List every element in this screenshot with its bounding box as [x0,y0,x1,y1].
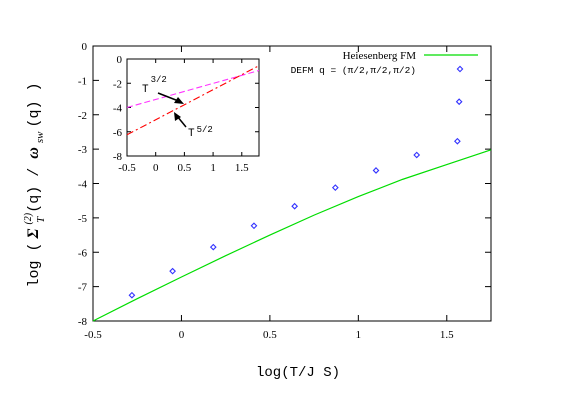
data-point-defm [372,167,380,174]
x-tick-label: 1.5 [440,329,454,341]
y-label-omega-sub: sw [34,131,46,143]
x-tick-label: 0 [179,329,185,341]
inset-x-tick-label: 1 [210,162,216,174]
y-label-omega: ω [25,147,42,159]
legend-swatch-defm [456,65,464,73]
y-tick-label: -6 [78,247,88,259]
main-axis-ticks: -0.5 0 0.5 1 1.5 -8 -7 -6 -5 -4 -3 -2 -1 0 [78,41,491,341]
svg-text:log ( Σ (2): log ( Σ (2) T (q) / ω sw (q) ) [18,83,48,288]
y-tick-label: -1 [78,75,87,87]
x-tick-label: -0.5 [84,329,102,341]
inset-y-tick-label: -2 [113,78,122,90]
inset-x-tick-label: 0.5 [178,162,192,174]
y-label-sigma: Σ [25,228,42,239]
legend: Heiesenberg FM DEFM q = (π/2,π/2,π/2) [291,50,478,76]
x-tick-label: 0.5 [263,329,277,341]
inset-line-t32 [126,69,260,109]
y-tick-label: 0 [82,41,88,53]
legend-label-defm: DEFM q = (π/2,π/2,π/2) [291,65,416,76]
data-point-defm [169,267,176,275]
main-series [92,98,492,322]
inset-x-tick-label: 1.5 [235,162,249,174]
inset-series [126,65,260,136]
inset-frame [126,58,260,157]
data-point-defm [128,291,136,299]
y-tick-label: -8 [78,316,88,328]
inset-annotation-t32: T3/2 [142,75,167,96]
inset-x-tick-label: -0.5 [118,162,136,174]
inset: -0.5 0 0.5 1 1.5 -8 -6 -4 -2 0 T3/2 T 5/2 [113,54,260,174]
series-line-heisenberg [92,149,492,322]
data-point-defm [455,98,463,106]
inset-x-tick-label: 0 [153,162,159,174]
inset-y-tick-label: -8 [113,151,123,163]
y-label-sub: T [35,216,47,223]
inset-annotation-t52: T 5/2 [188,125,213,140]
y-label-suffix: (q) ) [26,83,43,128]
x-tick-label: 1 [356,329,362,341]
inset-axis-ticks: -0.5 0 0.5 1 1.5 -8 -6 -4 -2 0 [113,54,259,174]
data-point-defm [291,202,299,210]
data-point-defm [413,151,421,159]
data-point-defm [250,222,258,230]
y-tick-label: -2 [78,110,87,122]
inset-y-tick-label: -4 [113,103,123,115]
y-label-prefix: log ( [26,242,43,287]
y-tick-label: -3 [78,144,88,156]
y-axis-label: log ( Σ (2) T (q) / ω sw (q) ) [18,83,48,288]
data-point-defm [209,243,217,251]
y-tick-label: -7 [78,282,88,294]
inset-arrowhead-t52 [174,112,181,121]
inset-y-tick-label: 0 [117,54,123,66]
inset-line-t52 [126,65,260,136]
inset-y-tick-label: -6 [113,127,123,139]
y-label-sup: (2) [23,212,34,224]
x-axis-label: log(T/J S) [256,365,340,381]
data-point-defm [331,184,339,192]
y-tick-label: -5 [78,213,88,225]
inset-arrowhead-t32 [174,97,184,104]
legend-marker-defm [456,65,464,73]
data-point-defm [454,137,461,145]
y-tick-label: -4 [78,179,88,191]
legend-label-heisenberg: Heiesenberg FM [343,50,417,62]
y-label-mid: (q) / [26,159,43,213]
